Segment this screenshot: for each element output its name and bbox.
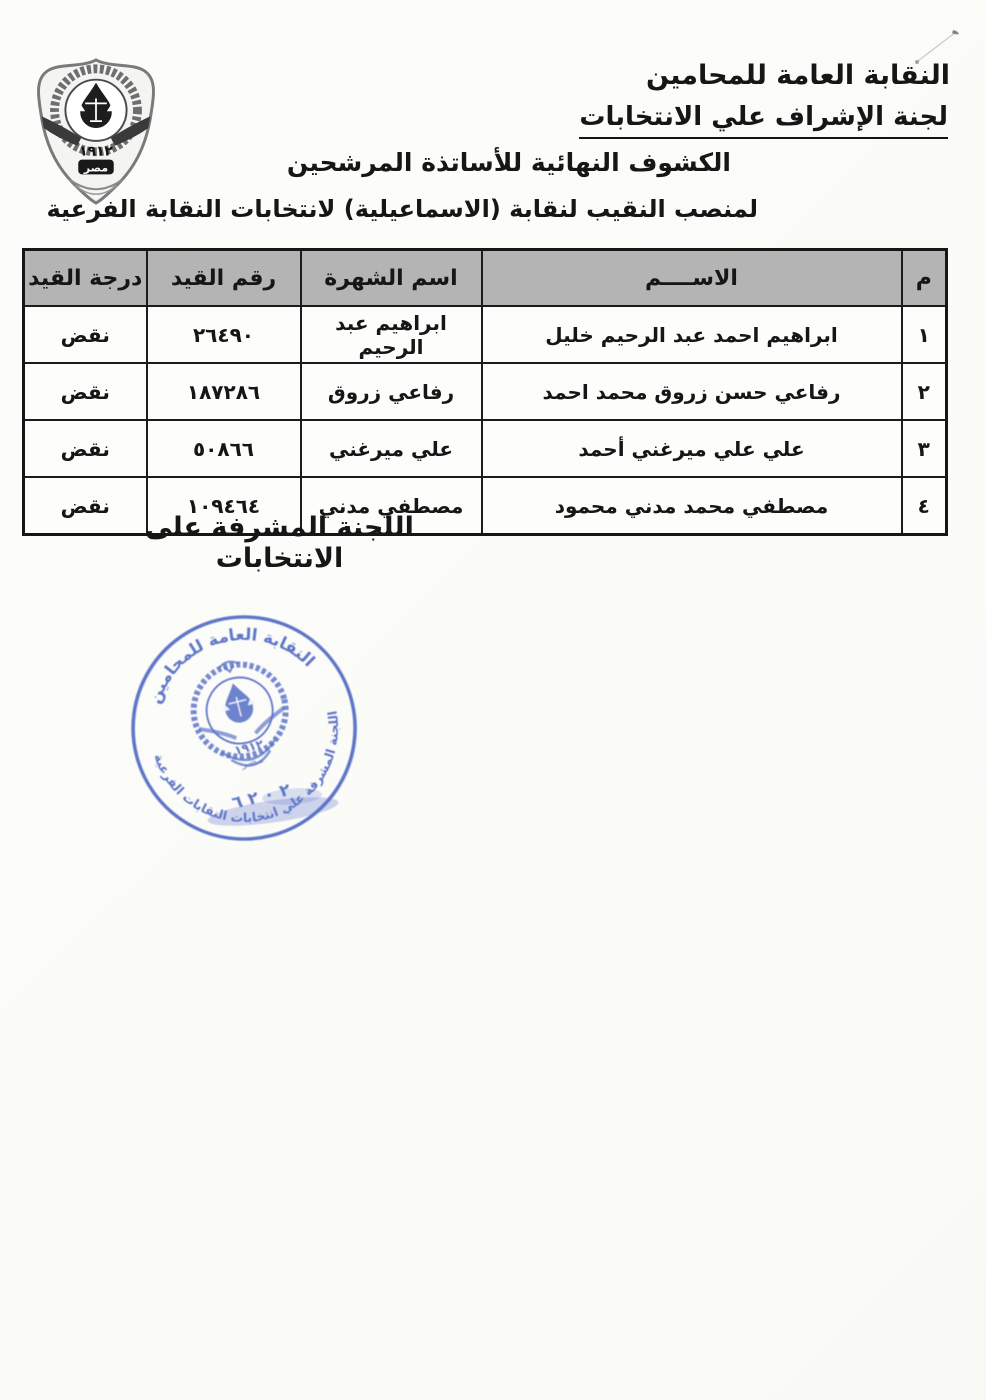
logo-country: مصر	[83, 161, 108, 174]
logo-year: ١٩١٢	[79, 144, 113, 160]
cell-name: ابراهيم احمد عبد الرحيم خليل	[480, 305, 903, 364]
cell-reg-degree: نقض	[22, 476, 148, 536]
stamp-top-arc-text: النقابة العامة للمحامين	[132, 606, 321, 710]
official-stamp: ١٩١٢ مصر ٢ ٠ ٢ ٦ النقابة العامة للمحامين…	[131, 606, 362, 846]
cell-alias: مصطفي مدني	[299, 476, 483, 536]
supervising-committee-signature: اللجنة المشرفة على الانتخابات	[145, 512, 414, 574]
table-row: ٢ رفاعي حسن زروق محمد احمد رفاعي زروق ١٨…	[22, 362, 948, 421]
cell-index: ٣	[900, 419, 948, 478]
candidates-table-wrap: م الاســــم اسم الشهرة رقم القيد درجة ال…	[22, 248, 948, 536]
stamp-country: مصر	[239, 754, 264, 770]
col-header-index: م	[900, 248, 948, 307]
table-row: ٤ مصطفي محمد مدني محمود مصطفي مدني ١٠٩٤٦…	[22, 476, 948, 536]
cell-index: ٢	[900, 362, 948, 421]
col-header-reg-no: رقم القيد	[145, 248, 302, 307]
cell-reg-degree: نقض	[22, 305, 148, 364]
cell-name: علي علي ميرغني أحمد	[480, 419, 903, 478]
col-header-reg-degree: درجة القيد	[22, 248, 148, 307]
cell-reg-degree: نقض	[22, 362, 148, 421]
cell-alias: علي ميرغني	[299, 419, 483, 478]
col-header-name: الاســــم	[480, 248, 903, 307]
cell-reg-no: ٥٠٨٦٦	[145, 419, 302, 478]
cell-reg-no: ١٨٧٢٨٦	[145, 362, 302, 421]
committee-title: لجنة الإشراف علي الانتخابات	[579, 102, 948, 139]
svg-text:اللجنة المشرفة علي انتخابات ال: اللجنة المشرفة علي انتخابات النقابات الف…	[151, 708, 362, 845]
cell-alias: ابراهيم عبد الرحيم	[299, 305, 483, 364]
cell-alias: رفاعي زروق	[299, 362, 483, 421]
org-title: النقابة العامة للمحامين	[645, 60, 950, 91]
stamp-bottom-arc-text: اللجنة المشرفة علي انتخابات النقابات الف…	[151, 708, 362, 845]
table-row: ٣ علي علي ميرغني أحمد علي ميرغني ٥٠٨٦٦ ن…	[22, 419, 948, 478]
svg-text:النقابة العامة للمحامين: النقابة العامة للمحامين	[132, 606, 321, 710]
col-header-alias: اسم الشهرة	[299, 248, 483, 307]
cell-index: ١	[900, 305, 948, 364]
table-header-row: م الاســــم اسم الشهرة رقم القيد درجة ال…	[22, 248, 948, 307]
cell-name: رفاعي حسن زروق محمد احمد	[480, 362, 903, 421]
candidates-table: م الاســــم اسم الشهرة رقم القيد درجة ال…	[22, 248, 948, 536]
cell-name: مصطفي محمد مدني محمود	[480, 476, 903, 536]
cell-reg-no: ٢٦٤٩٠	[145, 305, 302, 364]
cell-reg-degree: نقض	[22, 419, 148, 478]
table-row: ١ ابراهيم احمد عبد الرحيم خليل ابراهيم ع…	[22, 305, 948, 364]
cell-reg-no: ١٠٩٤٦٤	[145, 476, 302, 536]
bar-association-emblem-icon: ١٩١٢ مصر	[37, 58, 155, 205]
cell-index: ٤	[900, 476, 948, 536]
list-title: الكشوف النهائية للأساتذة المرشحين	[286, 148, 731, 177]
position-title: لمنصب النقيب لنقابة (الاسماعيلية) لانتخا…	[46, 195, 758, 223]
